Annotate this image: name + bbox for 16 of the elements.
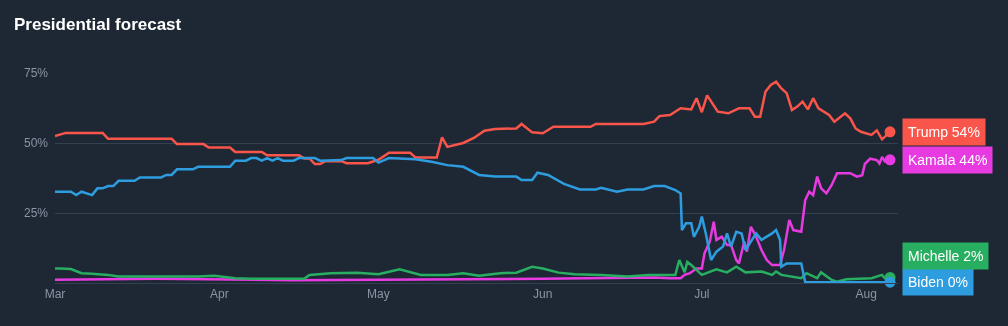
x-tick-label: May	[367, 287, 390, 302]
chart-title: Presidential forecast	[14, 14, 182, 34]
text: Trump 54%	[908, 124, 980, 140]
point	[884, 154, 896, 166]
text: Michelle 2%	[908, 248, 984, 264]
text: Biden 0%	[908, 274, 968, 290]
y-tick-label: 25%	[23, 206, 49, 221]
y-tick-label: 50%	[23, 136, 49, 151]
point	[884, 126, 896, 138]
x-tick-label: Aug	[855, 287, 877, 302]
x-tick-label: Jun	[533, 287, 553, 302]
x-tick-label: Jul	[694, 287, 710, 302]
x-tick-label: Mar	[44, 287, 66, 302]
x-tick-label: Apr	[210, 287, 229, 302]
y-tick-label: 75%	[23, 66, 49, 81]
text: Kamala 44%	[908, 152, 988, 168]
